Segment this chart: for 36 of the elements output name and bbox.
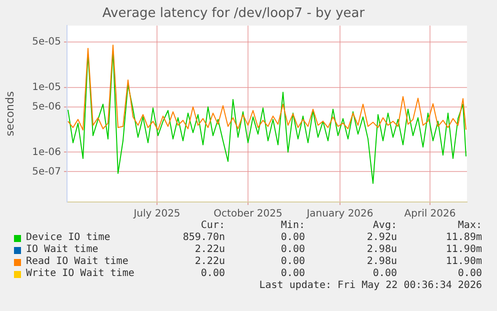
text: 2.98u (366, 256, 397, 267)
legend-label: Device IO time (26, 232, 110, 243)
text: Max: (456, 220, 482, 231)
text: Last update: Fri May 22 00:36:34 2026 (259, 280, 482, 291)
chart-title: Average latency for /dev/loop7 - by year (102, 6, 366, 22)
text: Cur: (200, 220, 225, 231)
text: 0.00 (280, 244, 305, 255)
y-tick-label: 5e-05 (32, 36, 61, 48)
x-tick-label: January 2026 (306, 208, 374, 220)
text: 2.92u (366, 232, 397, 243)
x-tick-label: October 2025 (214, 208, 282, 220)
y-tick-label: 1e-06 (32, 146, 61, 158)
text: 2.98u (366, 244, 397, 255)
text: 0.00 (456, 268, 482, 279)
text: 0.00 (200, 268, 225, 279)
text: 0.00 (372, 268, 397, 279)
y-axis-title: seconds (3, 91, 16, 136)
text: 2.22u (194, 256, 225, 267)
x-tick-label: July 2025 (132, 208, 180, 220)
y-tick-label: 5e-06 (32, 101, 61, 112)
text: 0.00 (280, 268, 305, 279)
text: Min: (280, 220, 305, 231)
text: 0.00 (280, 232, 305, 243)
legend-label: Read IO Wait time (26, 256, 128, 267)
text: Avg: (372, 220, 397, 231)
text: 11.90m (444, 244, 482, 255)
x-tick-label: April 2026 (404, 208, 456, 220)
text: 11.89m (444, 232, 482, 243)
text: 2.22u (194, 244, 225, 255)
text: 859.70n (182, 232, 225, 243)
y-tick-label: 1e-05 (32, 82, 61, 93)
text: 11.90m (444, 256, 482, 267)
legend-label: IO Wait time (26, 244, 98, 255)
text: 0.00 (280, 256, 305, 267)
legend-label: Write IO Wait time (26, 268, 134, 279)
y-tick-label: 5e-07 (32, 166, 61, 178)
